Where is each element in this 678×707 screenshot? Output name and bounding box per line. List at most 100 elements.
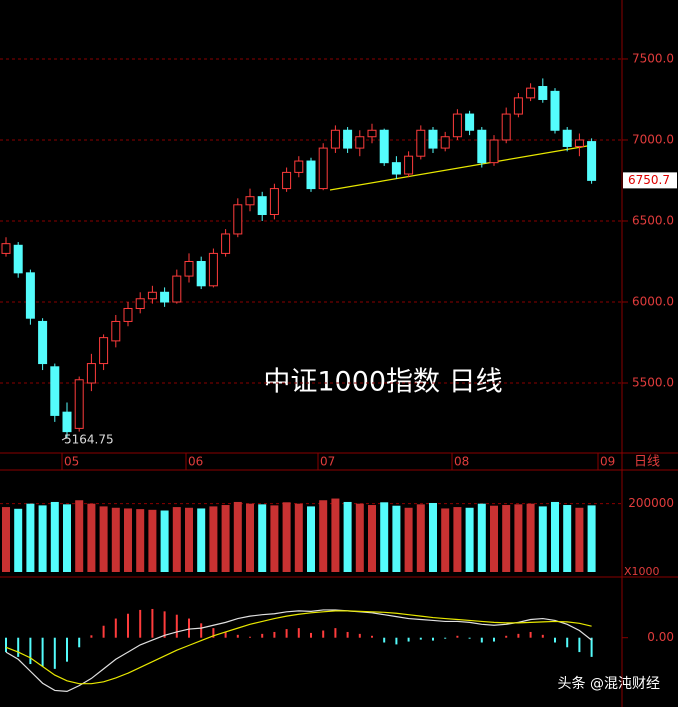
candle-body — [379, 129, 389, 164]
candle-body — [172, 275, 182, 303]
candle-body — [391, 162, 401, 175]
volume-bar — [270, 505, 279, 572]
volume-bar — [538, 506, 547, 572]
volume-bar — [429, 502, 437, 572]
candle-body — [452, 113, 462, 138]
candle-body — [440, 136, 450, 149]
candle-body — [330, 129, 340, 149]
volume-bar — [404, 507, 413, 572]
volume-bar — [111, 507, 120, 572]
volume-bar — [380, 502, 389, 572]
volume-bar — [563, 505, 572, 572]
volume-bar — [307, 506, 315, 572]
candle-body — [38, 320, 48, 365]
candle-body — [306, 160, 316, 190]
candle-body — [111, 320, 121, 342]
candle-body — [184, 260, 194, 277]
candle-body — [160, 291, 170, 303]
macd-dea — [5, 610, 592, 685]
volume-bar — [99, 506, 108, 572]
candle-body — [489, 139, 499, 164]
last-price-box — [623, 172, 677, 189]
volume-bar — [416, 504, 425, 572]
volume-bar — [172, 507, 181, 572]
candle-body — [294, 160, 304, 173]
volume-bar — [197, 508, 206, 572]
chart-title: 中证1000指数 日线 — [263, 367, 502, 398]
watermark: 头条 @混沌财经 — [558, 675, 660, 692]
volume-bar — [282, 502, 291, 572]
candle-body — [574, 139, 584, 147]
plot-layer: 5500.0 6000.0 6500.0 7000.0 7500.0 05 06 07 08 09… — [0, 51, 677, 692]
volume-bar — [355, 503, 364, 572]
candle-body — [526, 87, 536, 99]
volume-bar — [2, 507, 10, 572]
volume-bar — [124, 508, 132, 572]
volume-bar — [368, 505, 376, 572]
last-price-label: 6750.7 — [628, 173, 670, 187]
candle-body — [562, 129, 572, 147]
trend-line — [329, 144, 594, 191]
volume-bar — [453, 507, 462, 572]
volume-bar — [502, 505, 511, 572]
volume-bar — [551, 501, 559, 572]
x-tick-label: 09 — [600, 455, 615, 469]
volume-unit: X1000 — [624, 565, 660, 578]
candle-body — [477, 129, 487, 164]
volume-bar — [246, 503, 254, 572]
candle-body — [99, 337, 109, 365]
x-tick-label: 07 — [320, 455, 335, 469]
volume-bar — [221, 505, 230, 572]
candle-body — [587, 141, 597, 181]
x-tick-label: 06 — [188, 455, 203, 469]
candle-body — [404, 155, 414, 175]
candle-body — [245, 196, 255, 206]
volume-bar — [490, 505, 498, 572]
volume-bar — [185, 507, 193, 572]
low-label: 5164.75 — [64, 433, 114, 447]
volume-bar — [477, 503, 486, 572]
volume-bar — [392, 505, 401, 572]
volume-bar — [343, 501, 352, 572]
candle-body — [416, 129, 426, 157]
candle-body — [50, 366, 60, 416]
candle-body — [25, 272, 35, 319]
volume-bar — [50, 501, 59, 572]
volume-bar — [331, 498, 340, 572]
volume-bar — [465, 507, 474, 572]
y-tick-label: 7500.0 — [632, 51, 674, 65]
volume-bar — [148, 509, 157, 572]
candle-body — [501, 113, 511, 141]
volume-bar — [233, 501, 242, 572]
y-tick-label: 200000 — [628, 496, 674, 510]
candle-body — [123, 307, 133, 322]
volume-bar — [441, 508, 450, 572]
volume-bar — [160, 510, 169, 572]
candle-body — [74, 379, 84, 429]
volume-bar — [136, 509, 145, 572]
volume-bar — [87, 503, 96, 572]
volume-bar — [514, 504, 523, 572]
candle-body — [86, 363, 96, 384]
candle-body — [318, 147, 328, 190]
candle-body — [13, 244, 23, 274]
volume-bar — [319, 500, 328, 572]
candle-body — [269, 188, 279, 216]
y-tick-label: 5500.0 — [632, 376, 674, 390]
candle-body — [367, 129, 377, 138]
x-tick-label: 05 — [64, 455, 79, 469]
y-tick-label: 6000.0 — [632, 295, 674, 309]
volume-bar — [75, 500, 84, 572]
candle-body — [147, 291, 157, 300]
candle-body — [355, 136, 365, 149]
volume-bar — [209, 506, 218, 572]
candle-body — [196, 260, 206, 287]
macd-dif — [5, 609, 592, 692]
volume-bar — [258, 504, 267, 572]
volume-bar — [575, 507, 584, 572]
candle-body — [343, 129, 353, 149]
candle-body — [208, 252, 218, 287]
candle-body — [1, 243, 11, 254]
volume-bar — [526, 503, 535, 572]
